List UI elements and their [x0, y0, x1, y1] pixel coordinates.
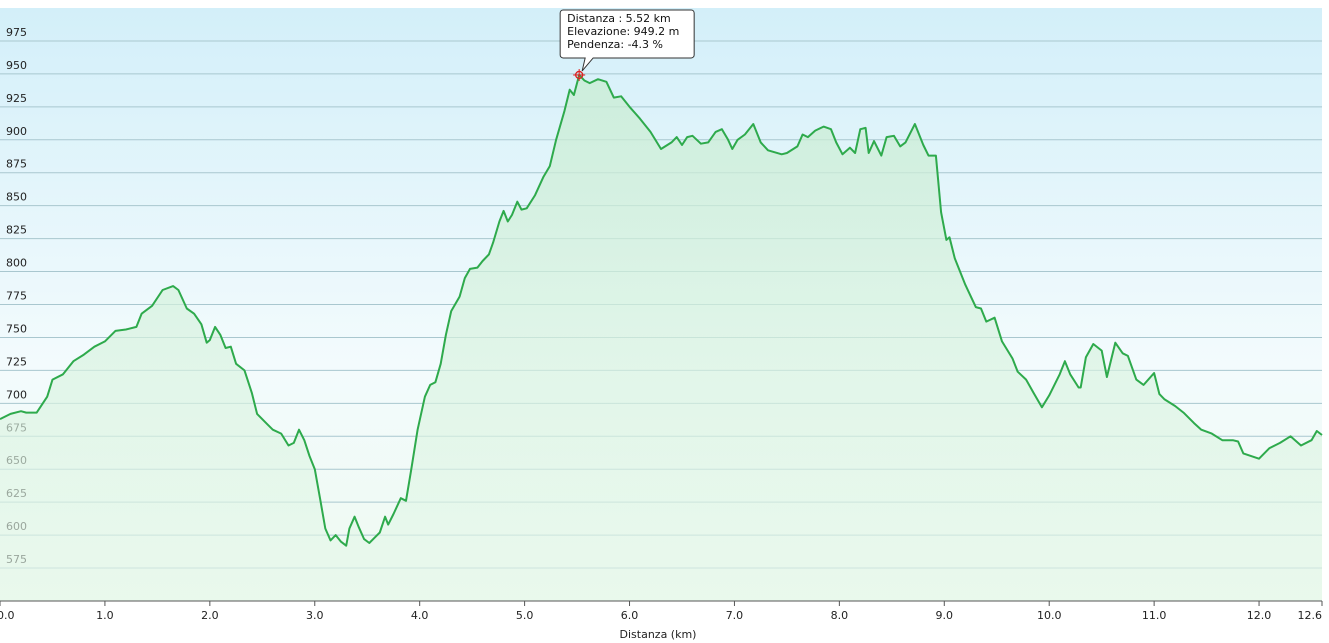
x-tick-label: 9.0: [936, 609, 954, 622]
x-axis-title: Distanza (km): [620, 628, 697, 641]
tooltip-line: Distanza : 5.52 km: [567, 12, 671, 25]
tooltip-line: Pendenza: -4.3 %: [567, 38, 663, 51]
x-tick-label: 12.6: [1298, 609, 1323, 622]
tooltip-line: Elevazione: 949.2 m: [567, 25, 679, 38]
y-tick-label: 875: [6, 158, 27, 171]
tooltip-box: [559, 9, 695, 72]
x-tick-label: 11.0: [1142, 609, 1167, 622]
y-tick-label: 950: [6, 59, 27, 72]
y-tick-label: 775: [6, 290, 27, 303]
x-tick-label: 2.0: [201, 609, 219, 622]
y-tick-label: 850: [6, 191, 27, 204]
x-tick-label: 8.0: [831, 609, 849, 622]
x-tick-label: 7.0: [726, 609, 744, 622]
y-tick-label: 725: [6, 355, 27, 368]
elevation-line: [0, 73, 1323, 547]
y-tick-label: 800: [6, 257, 27, 270]
area-fill: [0, 74, 1322, 601]
marker-cross: [573, 68, 586, 81]
x-tick-label: 6.0: [621, 609, 639, 622]
y-tick-label: 975: [6, 26, 27, 39]
x-tick-label: 5.0: [516, 609, 534, 622]
x-tick-label: 1.0: [96, 609, 114, 622]
y-tick-label: 925: [6, 92, 27, 105]
y-tick-label: 825: [6, 224, 27, 237]
y-tick-label: 700: [6, 388, 27, 401]
x-tick-label: 10.0: [1037, 609, 1062, 622]
x-tick-label: 3.0: [306, 609, 324, 622]
x-tick-label: 4.0: [411, 609, 429, 622]
y-tick-label: 900: [6, 125, 27, 138]
y-tick-label: 750: [6, 322, 27, 335]
x-tick-label: 0.0: [0, 609, 15, 622]
x-tick-label: 12.0: [1247, 609, 1272, 622]
